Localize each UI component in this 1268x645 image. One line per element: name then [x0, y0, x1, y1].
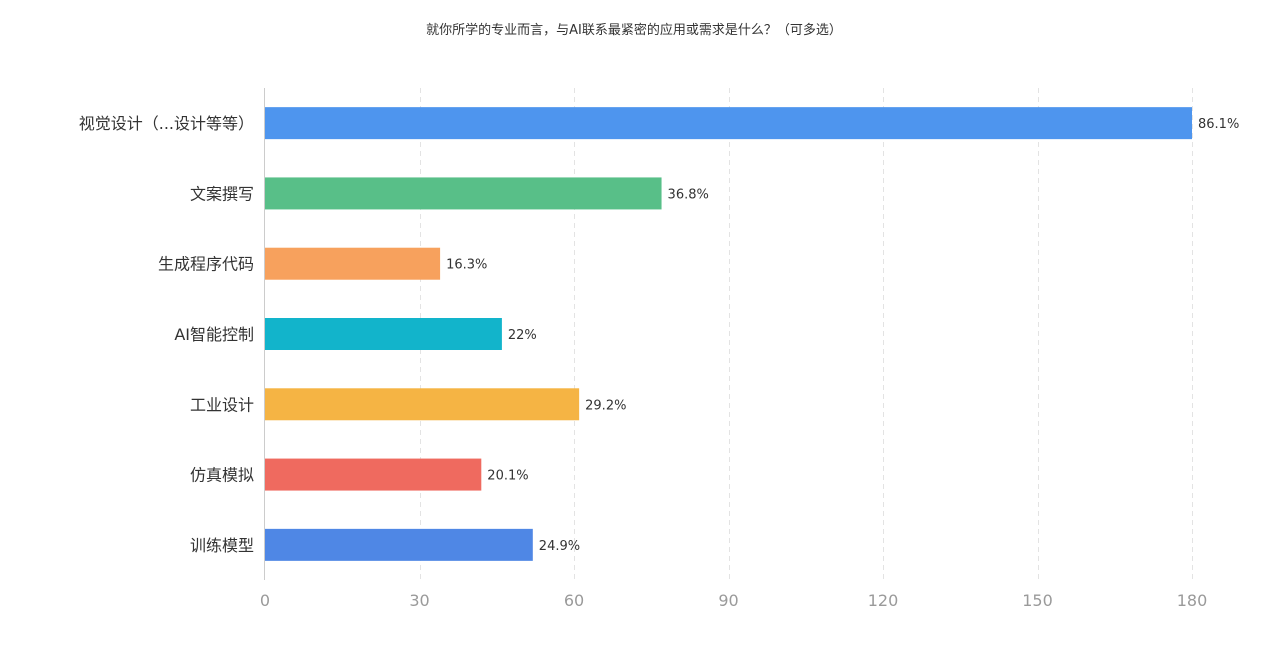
chart-title: 就你所学的专业而言，与AI联系最紧密的应用或需求是什么？（可多选）: [426, 23, 842, 38]
category-label: 生成程序代码: [158, 255, 254, 274]
data-label: 22%: [508, 328, 537, 343]
x-tick-label: 150: [1022, 591, 1053, 610]
x-tick-label: 90: [718, 591, 738, 610]
bars: [265, 107, 1192, 561]
x-tick-label: 180: [1177, 591, 1208, 610]
x-tick-label: 120: [868, 591, 899, 610]
bar: [265, 388, 580, 421]
bar: [265, 247, 441, 280]
x-tick-label: 60: [564, 591, 584, 610]
category-label: 训练模型: [190, 536, 254, 555]
category-label: 工业设计: [190, 395, 254, 414]
x-axis-ticks: 0 30 60 90 120 150 180: [260, 591, 1207, 610]
x-tick-label: 30: [409, 591, 429, 610]
category-label: 视觉设计（...设计等等）: [79, 114, 254, 133]
data-labels: 86.1% 36.8% 16.3% 22% 29.2% 20.1% 24.9%: [446, 117, 1239, 554]
data-label: 29.2%: [585, 398, 626, 413]
bar: [265, 528, 533, 561]
data-label: 36.8%: [668, 187, 709, 202]
data-label: 16.3%: [446, 258, 487, 273]
category-label: 文案撰写: [190, 184, 254, 203]
bar: [265, 318, 502, 350]
data-label: 24.9%: [539, 539, 580, 554]
data-label: 86.1%: [1198, 117, 1239, 132]
bar: [265, 177, 662, 210]
bar: [265, 458, 482, 491]
x-tick-label: 0: [260, 591, 270, 610]
category-label: AI智能控制: [174, 325, 254, 344]
category-label: 仿真模拟: [190, 466, 254, 485]
bar: [265, 107, 1192, 140]
data-label: 20.1%: [487, 469, 528, 484]
